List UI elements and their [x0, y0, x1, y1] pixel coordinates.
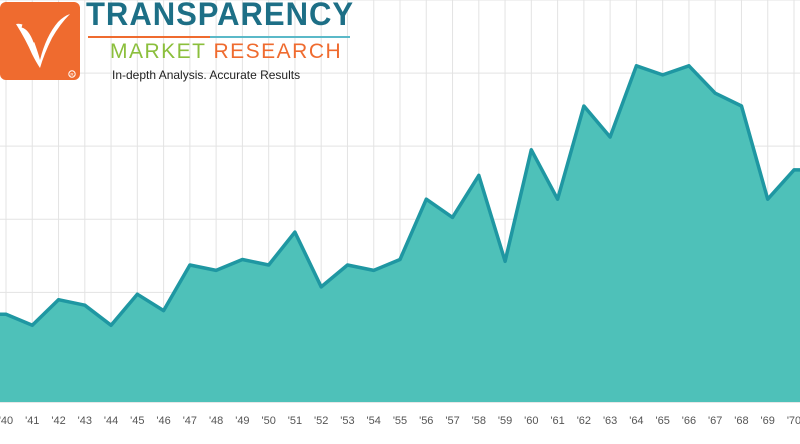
data-point — [293, 230, 297, 234]
brand-subtitle-research: RESEARCH — [213, 40, 343, 63]
x-tick-label: '59 — [498, 415, 512, 427]
data-point — [608, 135, 612, 139]
svg-text:R: R — [70, 72, 74, 77]
brand-logo: R TRANSPARENCY MARKET RESEARCH In-depth … — [0, 0, 360, 86]
x-tick-label: '58 — [472, 415, 486, 427]
x-tick-label: '56 — [419, 415, 433, 427]
x-tick-label: '70 — [787, 415, 800, 427]
data-point — [135, 292, 139, 296]
data-point — [661, 73, 665, 77]
brand-divider-accent — [210, 36, 350, 38]
data-point — [372, 268, 376, 272]
data-point — [109, 323, 113, 327]
data-point — [451, 215, 455, 219]
data-point — [634, 64, 638, 68]
data-point — [319, 285, 323, 289]
series-area — [0, 65, 800, 403]
x-tick-label: '65 — [655, 415, 669, 427]
data-point — [162, 309, 166, 313]
brand-subtitle: MARKET RESEARCH — [110, 40, 342, 64]
x-tick-label: '66 — [682, 415, 696, 427]
data-point — [687, 64, 691, 68]
x-tick-label: '67 — [708, 415, 722, 427]
brand-subtitle-market: MARKET — [110, 40, 207, 63]
x-tick-label: '55 — [393, 415, 407, 427]
x-axis-ticks: '40 '41 '42 '43 '44 '45 '46 '47 '48 '49 '50 '51 '52 '… — [0, 415, 800, 427]
x-tick-label: '47 — [183, 415, 197, 427]
data-point — [240, 257, 244, 261]
chart-plot — [0, 64, 800, 403]
x-tick-label: '50 — [261, 415, 275, 427]
x-tick-label: '68 — [734, 415, 748, 427]
data-point — [398, 257, 402, 261]
data-point — [188, 263, 192, 267]
x-tick-label: '57 — [445, 415, 459, 427]
x-tick-label: '53 — [340, 415, 354, 427]
data-point — [4, 312, 8, 316]
data-point — [582, 104, 586, 108]
brand-tagline: In-depth Analysis. Accurate Results — [112, 68, 301, 82]
x-tick-label: '60 — [524, 415, 538, 427]
data-point — [267, 263, 271, 267]
data-point — [503, 259, 507, 263]
x-tick-label: '46 — [156, 415, 170, 427]
brand-title: TRANSPARENCY — [86, 0, 355, 32]
data-point — [214, 268, 218, 272]
x-tick-label: '63 — [603, 415, 617, 427]
x-tick-label: '61 — [550, 415, 564, 427]
data-point — [739, 104, 743, 108]
x-tick-label: '49 — [235, 415, 249, 427]
x-tick-label: '69 — [761, 415, 775, 427]
data-point — [30, 323, 34, 327]
data-point — [424, 197, 428, 201]
data-point — [713, 91, 717, 95]
x-tick-label: '54 — [367, 415, 381, 427]
x-tick-label: '48 — [209, 415, 223, 427]
data-point — [556, 197, 560, 201]
data-point — [83, 303, 87, 307]
checkmark-icon: R — [16, 14, 76, 78]
x-tick-label: '52 — [314, 415, 328, 427]
data-point — [792, 168, 796, 172]
x-tick-label: '51 — [288, 415, 302, 427]
logo-mark: R — [0, 2, 80, 80]
data-point — [766, 197, 770, 201]
x-tick-label: '44 — [104, 415, 118, 427]
x-tick-label: '62 — [577, 415, 591, 427]
data-point — [477, 173, 481, 177]
data-point — [529, 148, 533, 152]
data-point — [57, 298, 61, 302]
x-tick-label: '45 — [130, 415, 144, 427]
x-tick-label: '41 — [25, 415, 39, 427]
x-tick-label: '42 — [51, 415, 65, 427]
x-tick-label: '64 — [629, 415, 643, 427]
x-tick-label: '40 — [0, 415, 13, 427]
x-tick-label: '43 — [78, 415, 92, 427]
data-point — [345, 263, 349, 267]
